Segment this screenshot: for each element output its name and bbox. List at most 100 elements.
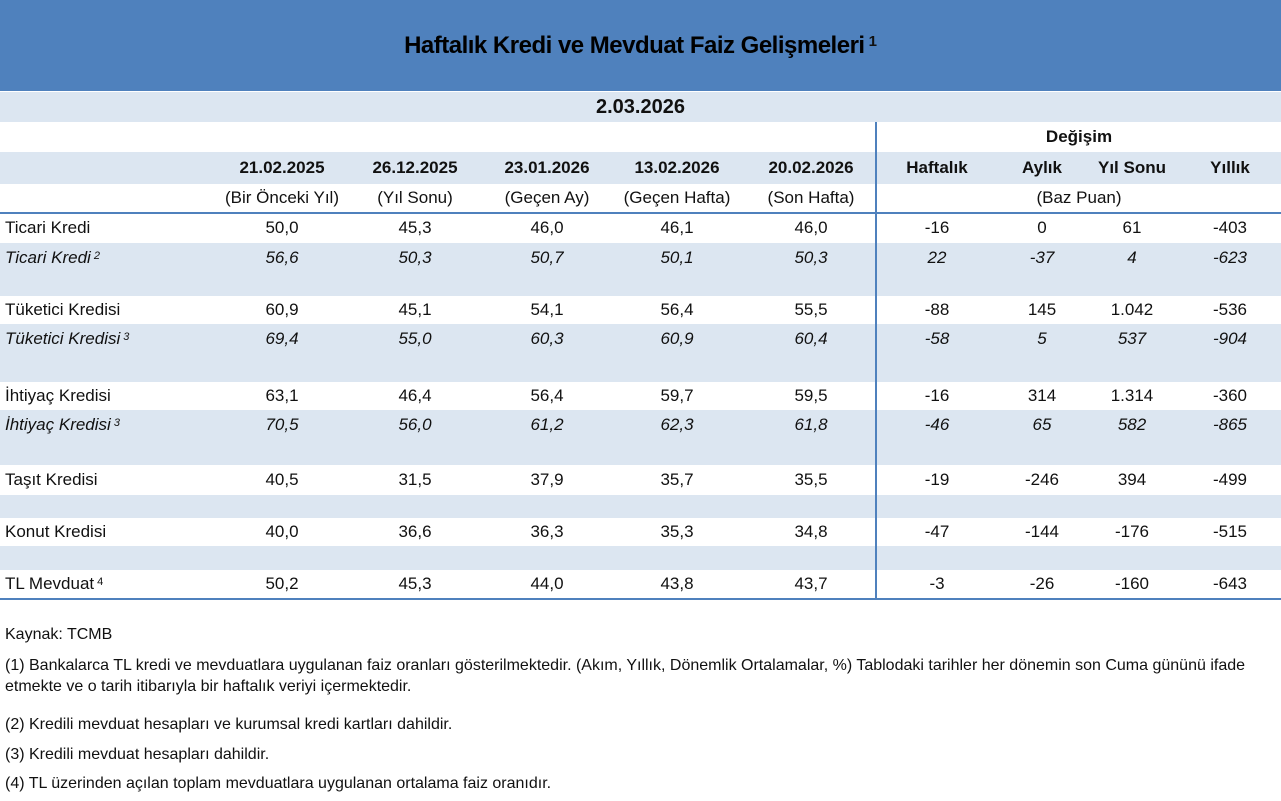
change-cell: -144 [1024, 522, 1060, 541]
col-subtitle: (Geçen Ay) [504, 188, 590, 207]
row-label: Tüketici Kredisi 3 [0, 324, 220, 354]
change-cell: -16 [924, 218, 950, 237]
change-divider [875, 122, 877, 599]
spacer-band [0, 354, 1281, 382]
table-row: Ticari Kredi 50,0 45,3 46,0 46,1 46,0 -16 0 61 -4… [0, 213, 1281, 243]
row-label: İhtiyaç Kredisi [0, 382, 220, 410]
change-cell: -246 [1024, 470, 1060, 489]
table-row: Ticari Kredi 2 56,6 50,3 50,7 50,1 50,3 22 -37 4 -… [0, 243, 1281, 273]
row-footnote: 2 [93, 250, 100, 262]
header-divider [0, 212, 1281, 214]
rate-cell: 70,5 [265, 415, 299, 434]
change-unit: (Baz Puan) [1036, 188, 1122, 207]
rate-cell: 43,7 [794, 574, 828, 593]
rate-cell: 45,3 [398, 218, 432, 237]
report-date-bar: 2.03.2026 [0, 92, 1281, 122]
change-cell: -37 [1029, 248, 1055, 267]
rate-cell: 50,0 [265, 218, 299, 237]
change-cell: -58 [924, 329, 950, 348]
change-cell: 61 [1122, 218, 1142, 237]
table-row: Taşıt Kredisi 40,5 31,5 37,9 35,7 35,5 -19 -246… [0, 465, 1281, 495]
rate-cell: 56,6 [265, 248, 299, 267]
change-cell: 22 [927, 248, 947, 267]
row-footnote: 3 [113, 417, 120, 429]
table-row: TL Mevduat 4 50,2 45,3 44,0 43,8 43,7 -3 -26 -160… [0, 570, 1281, 598]
rate-cell: 50,7 [530, 248, 564, 267]
change-cell: 537 [1117, 329, 1147, 348]
row-label-text: İhtiyaç Kredisi [5, 386, 111, 405]
change-cell: 394 [1117, 470, 1147, 489]
change-cell: -865 [1212, 415, 1248, 434]
table-row: Tüketici Kredisi 3 69,4 55,0 60,3 60,9 60,4 -58… [0, 324, 1281, 354]
rate-cell: 56,4 [530, 386, 564, 405]
table-bottom-divider [0, 598, 1281, 600]
change-cell: 145 [1027, 300, 1057, 319]
note-1: (1) Bankalarca TL kredi ve mevduatlara u… [5, 657, 1246, 695]
change-header: Değişim [1045, 127, 1113, 146]
header-row-dates: 21.02.2025 26.12.2025 23.01.2026 13.02.2… [0, 152, 1281, 184]
change-cell: -16 [924, 386, 950, 405]
spacer-band [0, 273, 1281, 296]
change-cell: 0 [1037, 218, 1047, 237]
title-footnote: 1 [868, 33, 877, 50]
rate-cell: 60,9 [660, 329, 694, 348]
change-cell: -160 [1114, 574, 1150, 593]
table-row: İhtiyaç Kredisi 3 70,5 56,0 61,2 62,3 61,8 -46 6… [0, 410, 1281, 440]
row-label: İhtiyaç Kredisi 3 [0, 410, 220, 440]
rate-cell: 61,2 [530, 415, 564, 434]
page-title: Haftalık Kredi ve Mevduat Faiz Gelişmele… [404, 31, 865, 59]
rate-cell: 40,5 [265, 470, 299, 489]
row-label-text: Konut Kredisi [5, 522, 107, 541]
rate-cell: 63,1 [265, 386, 299, 405]
change-cell: -515 [1212, 522, 1248, 541]
rate-cell: 45,3 [398, 574, 432, 593]
rate-cell: 46,4 [398, 386, 432, 405]
rate-cell: 62,3 [660, 415, 694, 434]
note-3: (3) Kredili mevduat hesapları dahildir. [5, 746, 270, 763]
rate-cell: 55,0 [398, 329, 432, 348]
row-label: Konut Kredisi [0, 518, 220, 546]
rate-cell: 45,1 [398, 300, 432, 319]
header-row-change: Değişim [0, 122, 1281, 152]
row-label-text: Ticari Kredi [5, 218, 91, 237]
rate-cell: 50,3 [398, 248, 432, 267]
col-subtitle: (Yıl Sonu) [377, 188, 453, 207]
change-cell: -19 [924, 470, 950, 489]
change-cell: -47 [924, 522, 950, 541]
rate-cell: 55,5 [794, 300, 828, 319]
change-cell: -88 [924, 300, 950, 319]
table-row: Tüketici Kredisi 60,9 45,1 54,1 56,4 55,5 -88 1… [0, 296, 1281, 324]
rate-cell: 36,3 [530, 522, 564, 541]
col-date: 20.02.2026 [768, 158, 854, 177]
change-cell: 4 [1127, 248, 1137, 267]
col-date: 13.02.2026 [634, 158, 720, 177]
rate-cell: 46,0 [530, 218, 564, 237]
rate-cell: 44,0 [530, 574, 564, 593]
rate-cell: 60,4 [794, 329, 828, 348]
change-cell: 5 [1037, 329, 1047, 348]
rate-cell: 50,2 [265, 574, 299, 593]
row-label-text: Tüketici Kredisi [5, 329, 121, 348]
rate-cell: 43,8 [660, 574, 694, 593]
rate-cell: 46,1 [660, 218, 694, 237]
col-date: 21.02.2025 [239, 158, 325, 177]
rate-cell: 59,5 [794, 386, 828, 405]
rate-cell: 31,5 [398, 470, 432, 489]
change-cell: 582 [1117, 415, 1147, 434]
table-row: Konut Kredisi 40,0 36,6 36,3 35,3 34,8 -47 -144… [0, 518, 1281, 546]
change-col-annual: Yıllık [1210, 158, 1250, 177]
change-col-ytd: Yıl Sonu [1098, 158, 1166, 177]
header-row-subs: (Bir Önceki Yıl) (Yıl Sonu) (Geçen Ay) (… [0, 184, 1281, 212]
row-label-text: İhtiyaç Kredisi [5, 415, 111, 434]
rate-cell: 35,5 [794, 470, 828, 489]
change-cell: -176 [1114, 522, 1150, 541]
rate-cell: 60,3 [530, 329, 564, 348]
rate-cell: 50,3 [794, 248, 828, 267]
col-subtitle: (Son Hafta) [767, 188, 855, 207]
spacer-band [0, 546, 1281, 570]
row-label: Taşıt Kredisi [0, 465, 220, 495]
rate-cell: 34,8 [794, 522, 828, 541]
rate-cell: 50,1 [660, 248, 694, 267]
change-cell: -904 [1212, 329, 1248, 348]
row-label: TL Mevduat 4 [0, 570, 220, 598]
